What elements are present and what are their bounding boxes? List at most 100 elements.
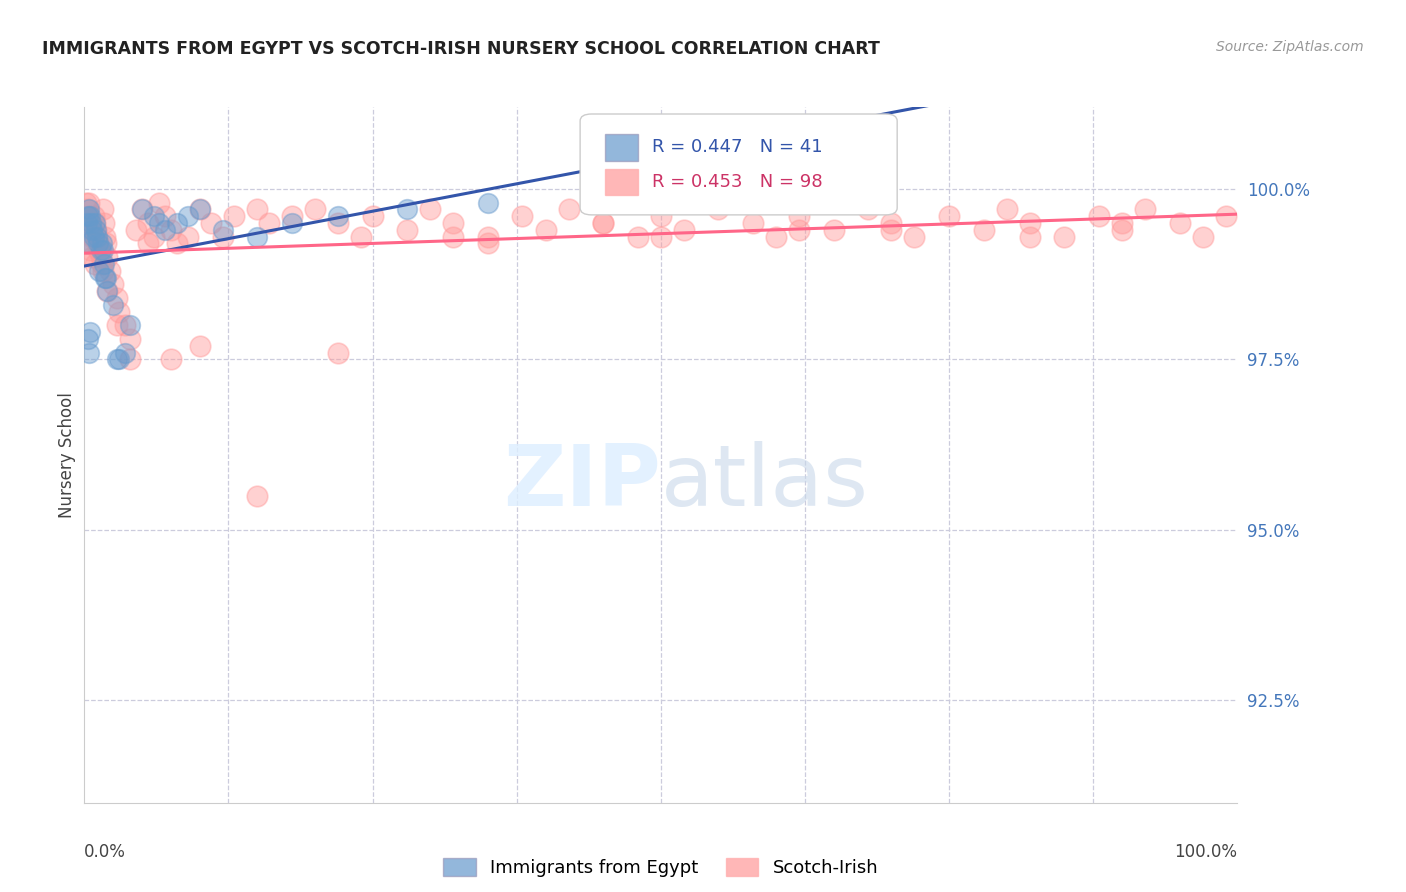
Point [125,223,148,237]
Point [1018,229,1040,244]
Point [87,244,110,258]
Point [177,209,200,223]
Point [742,216,765,230]
Point [108,304,131,318]
Point [326,216,349,230]
Point [76,209,98,223]
Point [90,236,112,251]
Point [246,202,269,217]
Point [120,332,142,346]
FancyBboxPatch shape [581,114,897,215]
Text: R = 0.453   N = 98: R = 0.453 N = 98 [651,173,823,191]
Point [103,277,124,292]
Point [79,325,101,339]
Point [131,202,153,217]
Point [188,339,211,353]
Point [787,223,810,237]
Point [477,229,499,244]
Point [103,298,124,312]
Point [1111,223,1133,237]
Point [592,216,614,230]
Point [880,223,903,237]
Point [84,223,107,237]
Point [75,195,97,210]
Point [120,318,142,333]
Point [224,209,246,223]
Point [973,223,995,237]
Point [83,257,105,271]
Point [96,236,118,251]
Point [396,223,419,237]
Point [96,270,118,285]
Point [188,202,211,217]
Point [246,229,269,244]
Point [105,318,128,333]
Point [76,202,98,217]
Text: Source: ZipAtlas.com: Source: ZipAtlas.com [1216,40,1364,54]
Point [91,244,114,258]
Point [650,209,672,223]
Point [105,291,128,305]
Point [89,244,111,258]
Point [105,352,128,367]
Point [82,223,104,237]
Point [93,257,115,271]
Point [1191,229,1213,244]
Point [326,209,349,223]
Point [89,250,111,264]
Point [350,229,373,244]
Point [80,223,103,237]
Point [96,284,118,298]
Point [160,223,183,237]
Point [94,229,117,244]
Point [83,216,105,230]
Point [148,195,170,210]
Point [79,209,101,223]
Legend: Immigrants from Egypt, Scotch-Irish: Immigrants from Egypt, Scotch-Irish [436,850,886,884]
Point [200,216,222,230]
Point [246,489,269,503]
Point [148,216,170,230]
Point [858,202,880,217]
Point [787,209,810,223]
Point [1133,202,1156,217]
Point [160,352,183,367]
Point [82,229,104,244]
Point [441,229,464,244]
Point [83,216,105,230]
Point [142,229,165,244]
Point [108,352,131,367]
Point [281,209,304,223]
Point [83,209,105,223]
Point [477,236,499,251]
Point [281,216,304,230]
Bar [606,134,638,161]
Point [94,270,117,285]
Bar [606,169,638,195]
Point [86,229,108,244]
Point [80,216,103,230]
Point [77,195,100,210]
Point [90,257,112,271]
Point [91,264,114,278]
Point [477,195,499,210]
Point [257,216,280,230]
Point [627,229,650,244]
Point [419,202,441,217]
Text: ZIP: ZIP [503,442,661,524]
Point [84,223,107,237]
Point [534,223,557,237]
Text: IMMIGRANTS FROM EGYPT VS SCOTCH-IRISH NURSERY SCHOOL CORRELATION CHART: IMMIGRANTS FROM EGYPT VS SCOTCH-IRISH NU… [42,40,880,58]
Point [166,216,188,230]
Point [131,202,153,217]
Point [91,202,114,217]
Point [1111,216,1133,230]
Point [765,229,787,244]
Text: 0.0%: 0.0% [84,843,127,861]
Point [136,216,159,230]
Point [142,209,165,223]
Point [76,236,98,251]
Point [87,236,110,251]
Point [361,209,384,223]
Point [823,223,845,237]
